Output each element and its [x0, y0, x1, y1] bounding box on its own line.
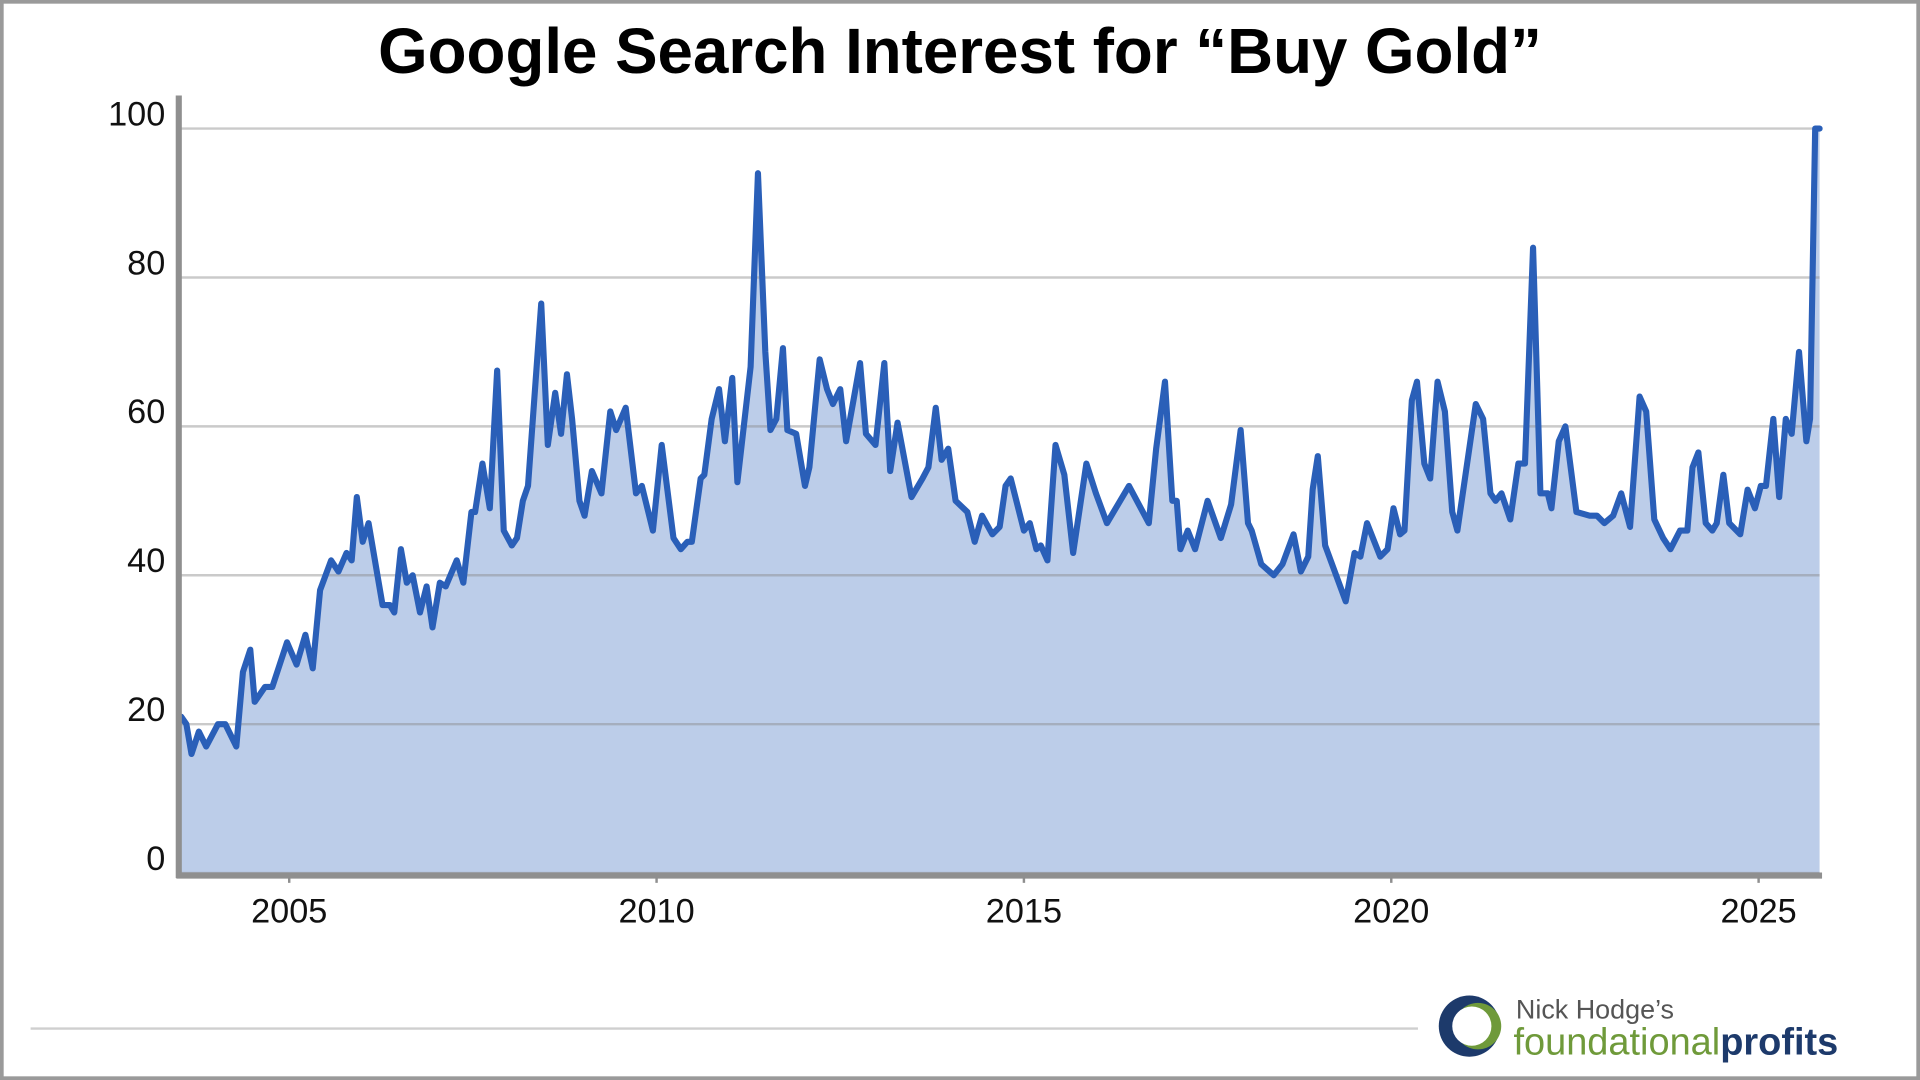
x-tick-label: 2015 [986, 893, 1062, 931]
area [181, 128, 1820, 874]
y-tick-label: 100 [108, 95, 165, 133]
y-tick-label: 40 [127, 542, 165, 580]
y-tick-label: 60 [127, 393, 165, 431]
x-tick-label: 2025 [1720, 893, 1796, 931]
logo: Nick Hodge’s foundationalprofits [1438, 995, 1838, 1064]
y-tick-label: 0 [146, 840, 165, 878]
x-tick-label: 2020 [1353, 893, 1429, 931]
line [178, 125, 1823, 758]
chart-title: Google Search Interest for “Buy Gold” [378, 16, 1542, 87]
logo-name-1: foundational [1513, 1022, 1720, 1064]
logo-name-2: profits [1720, 1022, 1838, 1064]
x-tick-label: 2010 [618, 893, 694, 931]
y-tick-label: 20 [127, 691, 165, 729]
logo-tagline: Nick Hodge’s [1516, 995, 1674, 1025]
logo-name: foundationalprofits [1513, 1022, 1838, 1064]
plot: 0 20 40 60 80 100 2005 2010 2015 2020 2025 [108, 95, 1823, 931]
x-tick-label: 2005 [251, 893, 327, 931]
logo-hole [1452, 1006, 1492, 1046]
y-tick-label: 80 [127, 244, 165, 282]
